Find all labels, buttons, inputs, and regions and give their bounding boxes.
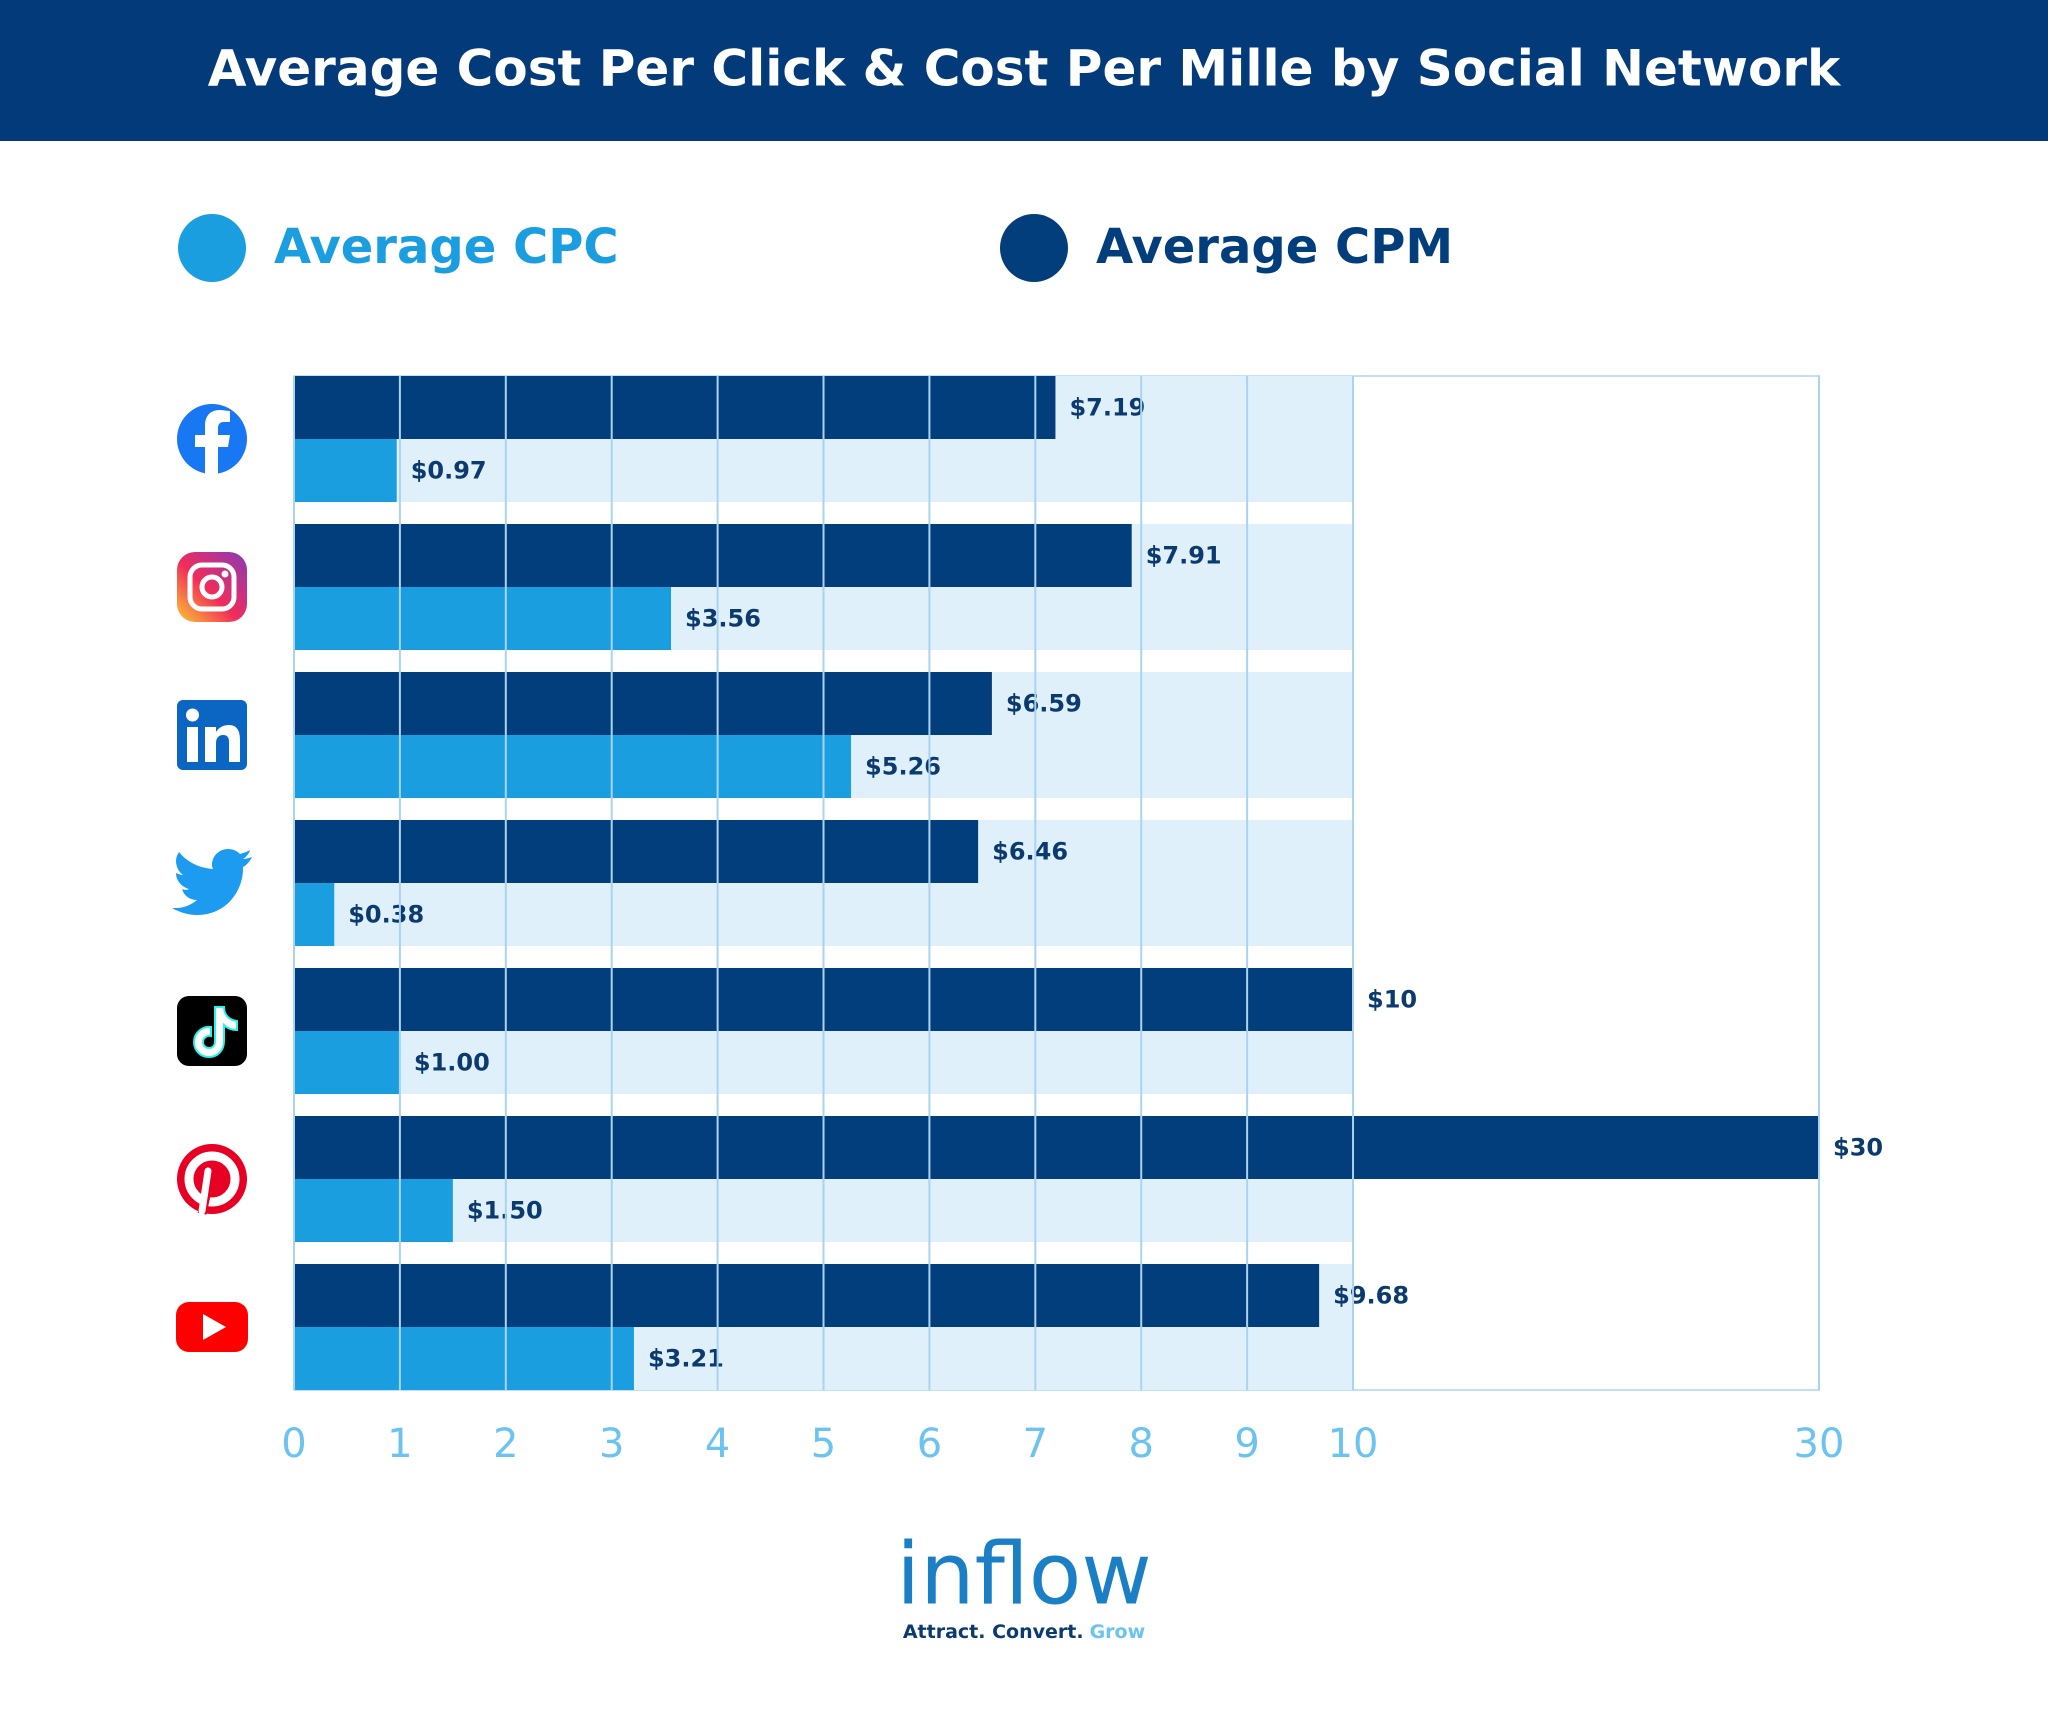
- logo-name: inflow: [896, 1524, 1152, 1624]
- bar: [294, 587, 672, 650]
- legend-swatch: [1000, 214, 1068, 282]
- x-tick-label: 8: [1128, 1421, 1153, 1467]
- bar: [294, 376, 1056, 439]
- instagram-icon: [177, 552, 247, 622]
- value-label: $7.19: [1069, 394, 1145, 422]
- youtube-icon: [176, 1302, 248, 1352]
- bar: [294, 820, 979, 883]
- x-tick-label: 10: [1328, 1421, 1379, 1467]
- bar: [294, 1327, 634, 1390]
- bar: [294, 672, 992, 735]
- value-label: $7.91: [1146, 542, 1222, 570]
- bar: [294, 735, 852, 798]
- value-label: $5.26: [865, 753, 941, 781]
- value-label: $10: [1367, 986, 1417, 1014]
- twitter-icon: [172, 849, 252, 915]
- chart-title: Average Cost Per Click & Cost Per Mille …: [208, 40, 1842, 98]
- legend-label: Average CPM: [1096, 219, 1453, 275]
- x-tick-label: 5: [811, 1421, 836, 1467]
- value-label: $0.97: [411, 457, 487, 485]
- pinterest-icon: [177, 1144, 247, 1215]
- x-tick-label: 7: [1023, 1421, 1048, 1467]
- value-label: $9.68: [1333, 1282, 1409, 1310]
- value-label: $30: [1833, 1134, 1883, 1162]
- legend-label: Average CPC: [274, 219, 619, 275]
- value-label: $0.38: [348, 901, 424, 929]
- plot-area: $7.19 $7.91 $6.59 $6.46 $10 $30 $9.68 $0.97 $3.5…: [281, 375, 1883, 1467]
- bar: [294, 883, 335, 946]
- tagline-main: Attract. Convert.: [903, 1621, 1084, 1643]
- x-tick-label: 6: [917, 1421, 942, 1467]
- logo-tagline: Attract. Convert. Grow: [903, 1621, 1145, 1643]
- bar: [294, 1031, 400, 1094]
- bar: [294, 1116, 1819, 1179]
- bar: [294, 439, 397, 502]
- linkedin-icon: [177, 700, 247, 770]
- x-tick-label: 2: [493, 1421, 518, 1467]
- bar: [294, 1179, 453, 1242]
- x-tick-label: 0: [281, 1421, 306, 1467]
- bar: [294, 524, 1132, 587]
- value-label: $1.00: [414, 1049, 490, 1077]
- tagline-accent: Grow: [1090, 1621, 1146, 1643]
- header-band: [0, 0, 2048, 141]
- x-tick-label: 3: [599, 1421, 624, 1467]
- x-tick-label: 4: [705, 1421, 730, 1467]
- bar: [294, 1264, 1320, 1327]
- legend-swatch: [178, 214, 246, 282]
- value-label: $6.46: [992, 838, 1068, 866]
- value-label: $6.59: [1006, 690, 1082, 718]
- tiktok-icon: [177, 996, 247, 1066]
- value-label: $3.56: [685, 605, 761, 633]
- value-label: $3.21: [648, 1345, 724, 1373]
- x-tick-label: 1: [387, 1421, 412, 1467]
- x-tick-label: 9: [1234, 1421, 1259, 1467]
- x-tick-label: 30: [1794, 1421, 1845, 1467]
- facebook-icon: [177, 404, 247, 474]
